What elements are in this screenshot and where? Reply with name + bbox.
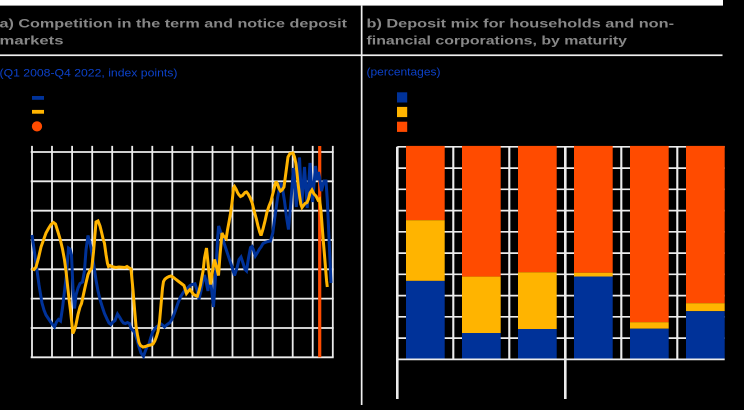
- svg-text:(Q1 2008-Q4 2022, index points: (Q1 2008-Q4 2022, index points): [0, 67, 178, 79]
- svg-text:financial corporations, by mat: financial corporations, by maturity: [367, 34, 628, 48]
- svg-text:a) Competition in the term and: a) Competition in the term and notice de…: [0, 17, 347, 31]
- svg-text:markets: markets: [0, 34, 64, 48]
- svg-text:b) Deposit mix for households: b) Deposit mix for households and non-: [367, 17, 675, 31]
- svg-text:(percentages): (percentages): [367, 66, 441, 78]
